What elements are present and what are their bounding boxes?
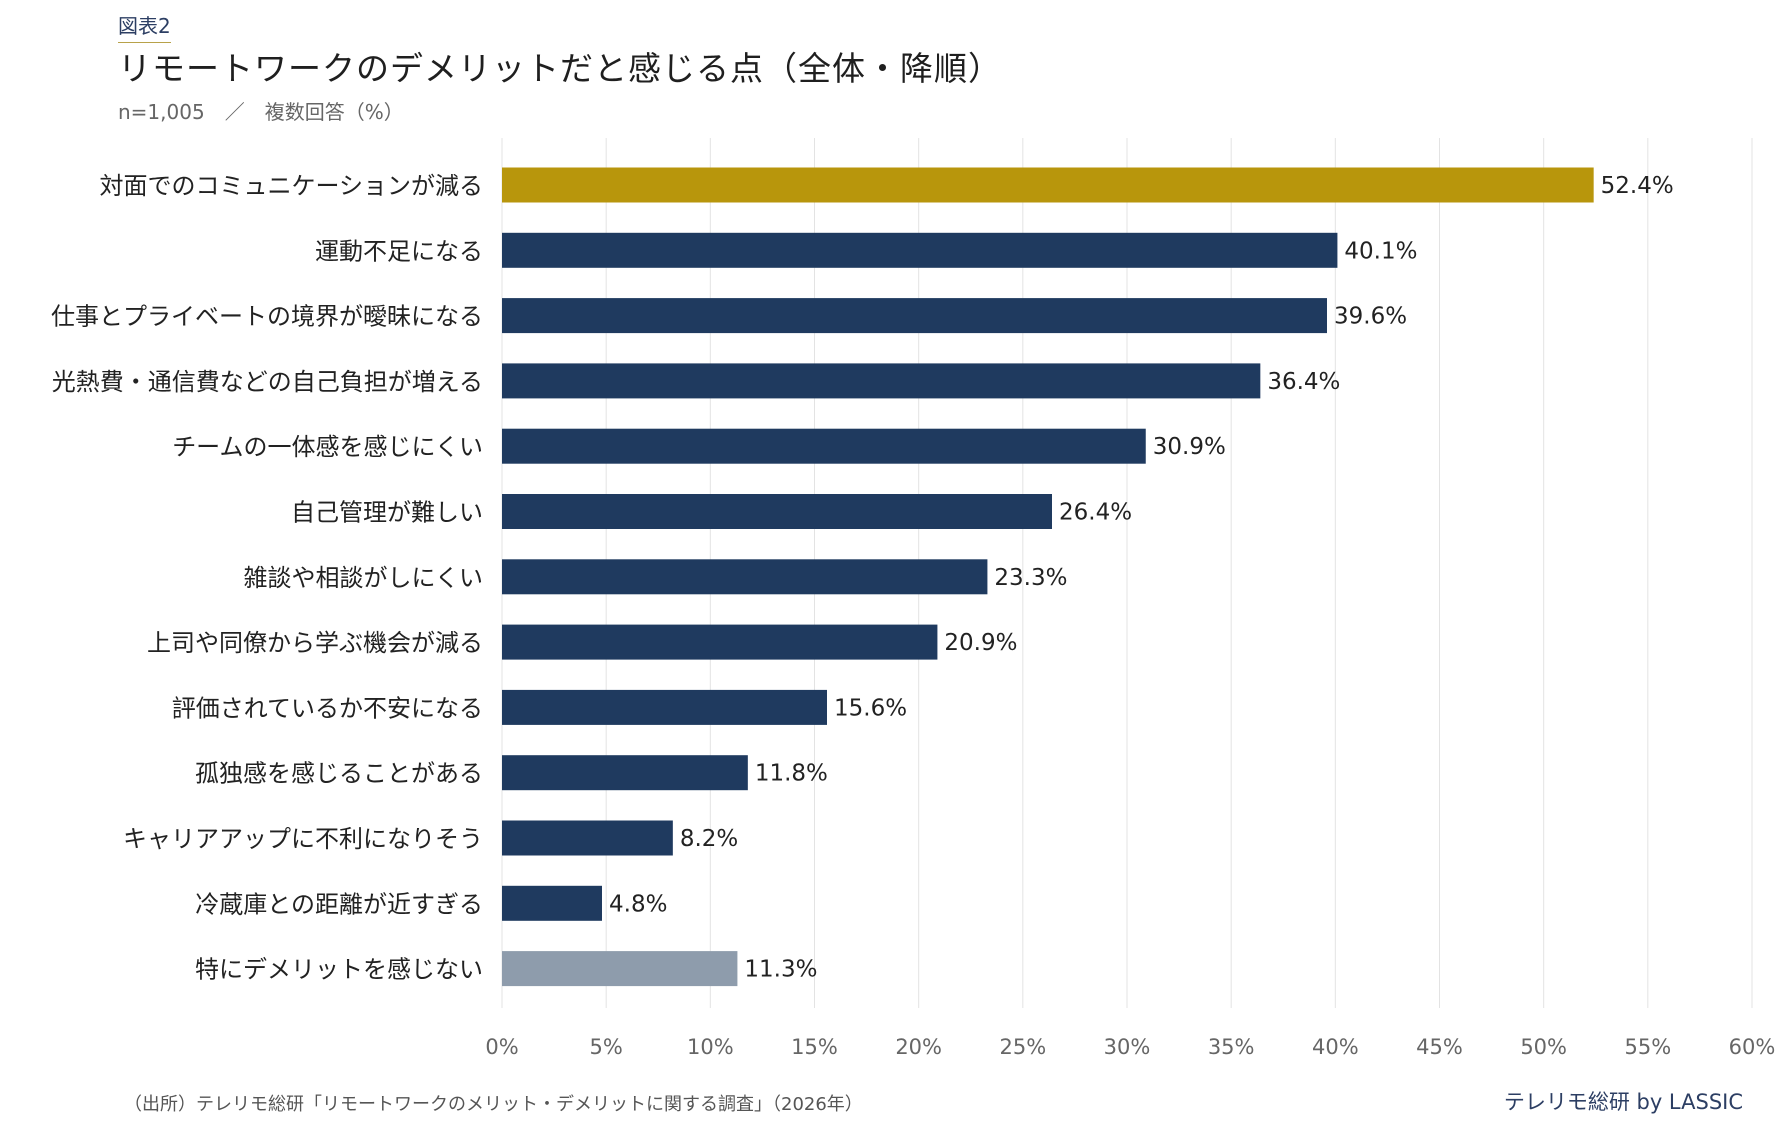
chart-subtitle: n=1,005 ／ 複数回答（%） bbox=[118, 100, 404, 124]
value-label: 36.4% bbox=[1267, 369, 1340, 395]
value-labels: 52.4% 40.1% 39.6% 36.4% 30.9% 26.4% 23.3% 20.9%… bbox=[609, 173, 1674, 983]
x-tick-label: 25% bbox=[999, 1035, 1046, 1059]
bar bbox=[502, 689, 827, 725]
category-label: 評価されているか不安になる bbox=[172, 694, 483, 722]
value-label: 52.4% bbox=[1601, 173, 1674, 199]
bar bbox=[502, 363, 1261, 399]
figure-label: 図表2 bbox=[118, 10, 171, 43]
value-label: 30.9% bbox=[1153, 434, 1226, 460]
bar bbox=[502, 494, 1052, 529]
bar bbox=[502, 885, 602, 921]
category-label: 特にデメリットを感じない bbox=[195, 956, 483, 984]
bar bbox=[502, 820, 673, 856]
value-label: 11.3% bbox=[744, 957, 817, 983]
value-label: 15.6% bbox=[834, 695, 907, 721]
category-label: 冷蔵庫との距離が近すぎる bbox=[195, 890, 483, 918]
value-label: 26.4% bbox=[1059, 500, 1132, 526]
x-tick-label: 55% bbox=[1624, 1035, 1671, 1059]
category-label: チームの一体感を感じにくい bbox=[172, 433, 483, 461]
value-label: 40.1% bbox=[1344, 238, 1417, 264]
category-label: 自己管理が難しい bbox=[291, 499, 483, 527]
value-label: 39.6% bbox=[1334, 304, 1407, 330]
x-tick-label: 45% bbox=[1416, 1035, 1463, 1059]
value-label: 20.9% bbox=[944, 630, 1017, 656]
category-label: 運動不足になる bbox=[315, 237, 483, 265]
bars bbox=[502, 167, 1594, 987]
x-tick-label: 15% bbox=[791, 1035, 838, 1059]
x-tick-label: 35% bbox=[1208, 1035, 1255, 1059]
x-tick-label: 20% bbox=[895, 1035, 942, 1059]
x-tick-label: 10% bbox=[687, 1035, 734, 1059]
x-tick-label: 5% bbox=[590, 1035, 623, 1059]
category-label: 対面でのコミュニケーションが減る bbox=[99, 172, 483, 200]
bar bbox=[502, 559, 988, 595]
credit-logo-text: テレリモ総研 by LASSIC bbox=[1503, 1090, 1743, 1114]
bar bbox=[502, 624, 938, 660]
value-label: 11.8% bbox=[755, 761, 828, 787]
bar bbox=[502, 951, 738, 987]
x-axis-ticks: 0% 5% 10% 15% 20% 25% 30% 35% 40% 45% 50% 55% 60% bbox=[485, 1035, 1775, 1059]
chart-title: リモートワークのデメリットだと感じる点（全体・降順） bbox=[118, 49, 1002, 88]
category-labels: 対面でのコミュニケーションが減る運動不足になる仕事とプライベートの境界が曖昧にな… bbox=[51, 172, 483, 984]
bar bbox=[502, 298, 1327, 334]
category-label: キャリアアップに不利になりそう bbox=[123, 825, 483, 853]
value-label: 23.3% bbox=[994, 565, 1067, 591]
value-label: 4.8% bbox=[609, 891, 667, 917]
bar bbox=[502, 428, 1146, 464]
bar bbox=[502, 755, 748, 791]
x-tick-label: 50% bbox=[1520, 1035, 1567, 1059]
value-label: 8.2% bbox=[680, 826, 738, 852]
category-label: 光熱費・通信費などの自己負担が増える bbox=[52, 368, 483, 396]
bar bbox=[502, 167, 1594, 203]
x-tick-label: 40% bbox=[1312, 1035, 1359, 1059]
source-note: （出所）テレリモ総研「リモートワークのメリット・デメリットに関する調査」（202… bbox=[124, 1094, 863, 1115]
category-label: 仕事とプライベートの境界が曖昧になる bbox=[51, 303, 483, 331]
bar bbox=[502, 232, 1338, 268]
x-tick-label: 30% bbox=[1104, 1035, 1151, 1059]
x-tick-label: 60% bbox=[1729, 1035, 1776, 1059]
category-label: 上司や同僚から学ぶ機会が減る bbox=[147, 629, 483, 657]
category-label: 孤独感を感じることがある bbox=[195, 760, 483, 788]
x-tick-label: 0% bbox=[485, 1035, 518, 1059]
category-label: 雑談や相談がしにくい bbox=[243, 564, 483, 592]
